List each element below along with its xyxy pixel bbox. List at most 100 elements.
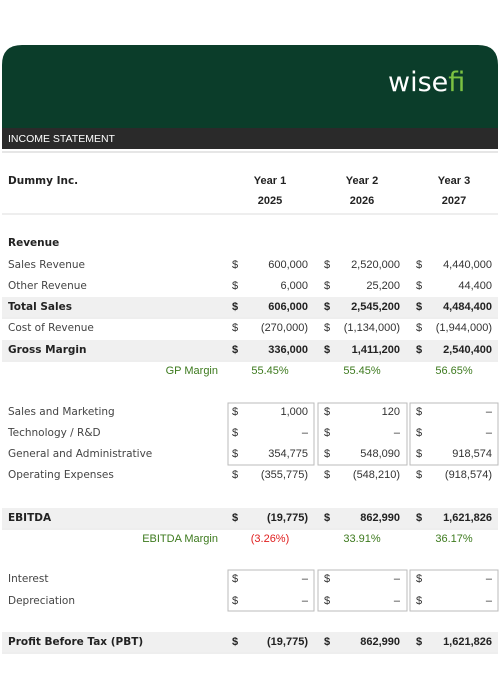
amount: –: [486, 427, 493, 439]
logo: wisefi: [388, 67, 465, 98]
logo-main: wise: [388, 67, 448, 98]
margin-value: (3.26%): [251, 533, 290, 545]
total-row-bg: [2, 632, 498, 652]
currency: $: [232, 512, 238, 524]
row-label: EBITDA: [8, 512, 52, 524]
row-label: Sales and Marketing: [8, 406, 115, 418]
currency: $: [232, 301, 238, 313]
year-label: Year 3: [438, 175, 470, 187]
currency: $: [232, 448, 238, 460]
total-row-bg: [2, 297, 498, 317]
amount: 336,000: [268, 344, 308, 356]
amount: 918,574: [452, 448, 492, 460]
amount: (1,134,000): [344, 322, 400, 334]
amount: –: [394, 573, 401, 585]
amount: –: [394, 595, 401, 607]
input-box: [409, 569, 499, 612]
currency: $: [232, 595, 238, 607]
currency: $: [232, 469, 238, 481]
currency: $: [416, 469, 422, 481]
amount: (548,210): [353, 469, 400, 481]
year-date: 2026: [350, 195, 374, 207]
currency: $: [416, 344, 422, 356]
currency: $: [232, 573, 238, 585]
amount: 2,540,400: [443, 344, 492, 356]
total-row-bg: [2, 508, 498, 528]
amount: 2,545,200: [351, 301, 400, 313]
input-box: [227, 402, 315, 466]
currency: $: [232, 427, 238, 439]
header-band: [2, 45, 498, 128]
amount: 44,400: [458, 280, 492, 292]
input-box: [409, 402, 499, 466]
amount: 1,411,200: [352, 344, 400, 356]
row-label: Total Sales: [8, 301, 72, 313]
amount: (19,775): [267, 512, 308, 524]
currency: $: [232, 259, 238, 271]
input-box: [227, 569, 315, 612]
margin-value: 55.45%: [343, 365, 381, 377]
row-label: Gross Margin: [8, 344, 86, 356]
currency: $: [324, 595, 330, 607]
row-label: Profit Before Tax (PBT): [8, 636, 143, 648]
row-label: General and Administrative: [8, 448, 152, 460]
amount: 120: [382, 406, 400, 418]
amount: 2,520,000: [351, 259, 400, 271]
amount: –: [302, 573, 309, 585]
title-bar: [2, 128, 498, 149]
amount: –: [486, 573, 493, 585]
row-label: Other Revenue: [8, 280, 87, 292]
currency: $: [324, 406, 330, 418]
amount: 6,000: [280, 280, 308, 292]
amount: –: [302, 427, 309, 439]
row-label: Interest: [8, 573, 48, 585]
currency: $: [232, 406, 238, 418]
amount: –: [394, 427, 401, 439]
currency: $: [324, 636, 330, 648]
margin-label: EBITDA Margin: [142, 533, 218, 545]
currency: $: [232, 280, 238, 292]
currency: $: [416, 301, 422, 313]
amount: 1,000: [280, 406, 308, 418]
amount: –: [486, 595, 493, 607]
currency: $: [324, 512, 330, 524]
currency: $: [324, 344, 330, 356]
amount: 4,440,000: [443, 259, 492, 271]
input-box: [317, 569, 408, 612]
currency: $: [324, 448, 330, 460]
row-label: Sales Revenue: [8, 259, 85, 271]
amount: –: [302, 595, 309, 607]
amount: 1,621,826: [443, 636, 492, 648]
row-label: Operating Expenses: [8, 469, 114, 481]
year-date: 2025: [258, 195, 282, 207]
amount: –: [486, 406, 493, 418]
amount: 25,200: [366, 280, 400, 292]
amount: 606,000: [268, 301, 308, 313]
amount: 548,090: [360, 448, 400, 460]
currency: $: [232, 344, 238, 356]
margin-value: 56.65%: [435, 365, 473, 377]
row-label: Depreciation: [8, 595, 75, 607]
amount: (270,000): [261, 322, 308, 334]
currency: $: [416, 259, 422, 271]
year-date: 2027: [442, 195, 466, 207]
year-label: Year 1: [254, 175, 286, 187]
currency: $: [416, 406, 422, 418]
logo-accent: fi: [448, 67, 465, 98]
amount: 600,000: [268, 259, 308, 271]
currency: $: [416, 427, 422, 439]
amount: 862,990: [360, 512, 400, 524]
currency: $: [416, 448, 422, 460]
currency: $: [416, 595, 422, 607]
currency: $: [416, 512, 422, 524]
amount: 862,990: [360, 636, 400, 648]
margin-value: 33.91%: [343, 533, 381, 545]
currency: $: [416, 573, 422, 585]
currency: $: [324, 322, 330, 334]
amount: 1,621,826: [443, 512, 492, 524]
year-label: Year 2: [346, 175, 378, 187]
margin-value: 55.45%: [251, 365, 289, 377]
currency: $: [324, 301, 330, 313]
currency: $: [324, 280, 330, 292]
